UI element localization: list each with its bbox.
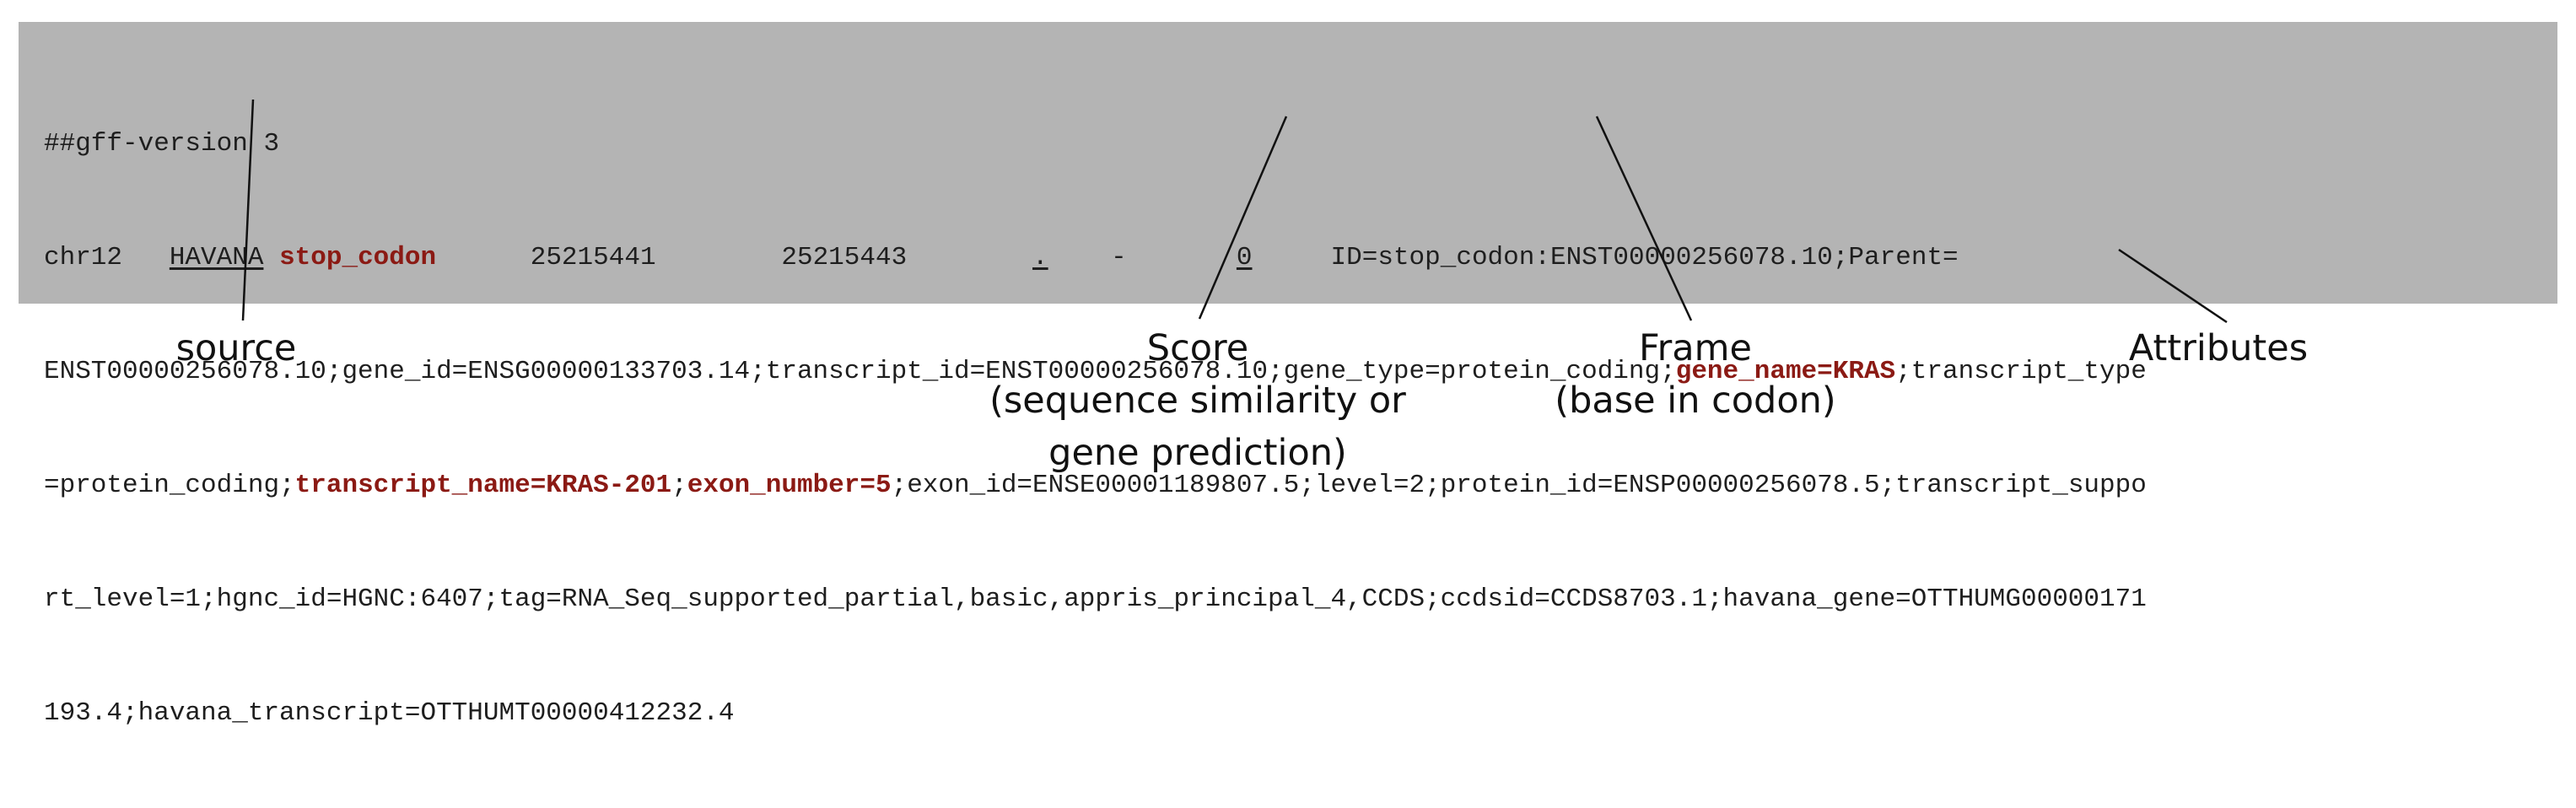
attributes-text: ;: [671, 471, 687, 500]
gff-attributes-line-4: rt_level=1;hgnc_id=HGNC:6407;tag=RNA_Seq…: [44, 584, 2147, 614]
attributes-text: =protein_coding;: [44, 471, 295, 500]
frame-field: 0: [1236, 243, 1253, 272]
gff-feature-line: chr12 HAVANA stop_codon 25215441 2521544…: [44, 239, 2549, 277]
start-field: 25215441: [530, 243, 656, 272]
gff-attributes-line-5: 193.4;havana_transcript=OTTHUMT000004122…: [44, 698, 735, 728]
seqid-field: chr12: [44, 243, 123, 272]
source-label-text: source: [175, 327, 297, 369]
score-label: Score (sequence similarity or gene predi…: [945, 322, 1451, 479]
frame-label: Frame (base in codon): [1518, 322, 1873, 427]
frame-label-desc: (base in codon): [1555, 380, 1836, 422]
source-label: source: [135, 322, 337, 374]
transcript-name-attribute: transcript_name=KRAS-201: [294, 471, 672, 500]
score-label-title: Score: [1146, 327, 1249, 369]
gff-record-box: ##gff-version 3 chr12 HAVANA stop_codon …: [19, 22, 2557, 728]
score-label-desc-1: (sequence similarity or: [989, 380, 1406, 422]
gene-name-attribute: gene_name=KRAS: [1675, 357, 1896, 386]
gff-attributes-line-2: ENST00000256078.10;gene_id=ENSG000001337…: [44, 353, 2549, 391]
frame-label-title: Frame: [1639, 327, 1752, 369]
attributes-start: ID=stop_codon:ENST00000256078.10;Parent=: [1330, 243, 1959, 272]
attributes-label-text: Attributes: [2128, 327, 2309, 369]
strand-field: -: [1111, 243, 1127, 272]
exon-number-attribute: exon_number=5: [687, 471, 892, 500]
attributes-label: Attributes: [2092, 322, 2345, 374]
score-label-desc-2: gene prediction): [1048, 432, 1347, 474]
attributes-text: ENST00000256078.10;gene_id=ENSG000001337…: [44, 357, 1676, 386]
end-field: 25215443: [781, 243, 908, 272]
feature-type-field: stop_codon: [279, 243, 437, 272]
gff-header-line: ##gff-version 3: [44, 129, 280, 159]
score-field: .: [1032, 243, 1048, 272]
source-field: HAVANA: [169, 243, 264, 272]
attributes-text: ;transcript_type: [1895, 357, 2147, 386]
